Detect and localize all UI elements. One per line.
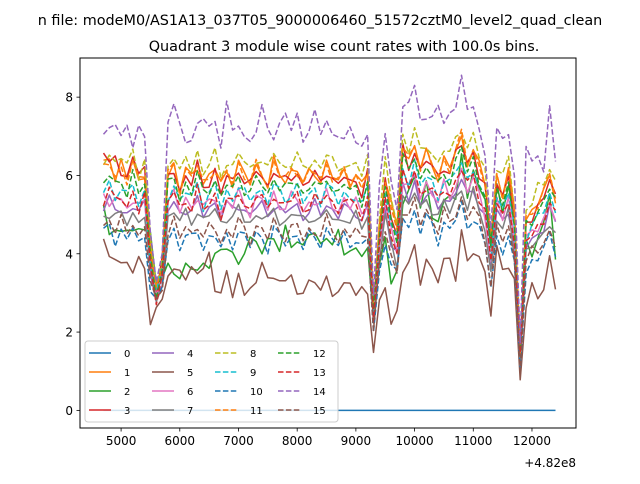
series-line-13 xyxy=(102,168,557,354)
legend-label-2: 2 xyxy=(124,387,130,398)
legend-label-1: 1 xyxy=(124,368,130,379)
legend-label-11: 11 xyxy=(250,406,263,417)
legend-label-8: 8 xyxy=(250,349,256,360)
legend-label-9: 9 xyxy=(250,368,256,379)
series-line-8 xyxy=(102,126,557,347)
legend-label-10: 10 xyxy=(250,387,263,398)
legend-label-3: 3 xyxy=(124,406,130,417)
axes-frame xyxy=(79,57,577,429)
x-axis: 5000 6000 7000 8000 9000 10000 11000 12000 xyxy=(106,428,551,448)
y-axis: 0 2 4 6 8 xyxy=(65,91,80,418)
legend-label-0: 0 xyxy=(124,349,130,360)
series-line-7 xyxy=(103,186,557,369)
x-tick-label: 11000 xyxy=(454,434,492,448)
x-tick-label: 7000 xyxy=(223,434,254,448)
legend-frame xyxy=(84,340,339,423)
series-line-11 xyxy=(103,128,557,354)
series-line-12 xyxy=(102,146,557,353)
y-tick-label: 4 xyxy=(65,247,73,261)
series-line-9 xyxy=(102,159,557,355)
x-tick-label: 5000 xyxy=(106,434,137,448)
legend-label-7: 7 xyxy=(187,406,193,417)
legend-label-12: 12 xyxy=(313,349,326,360)
x-tick-label: 8000 xyxy=(282,434,313,448)
x-tick-label: 12000 xyxy=(513,434,551,448)
figure-suptitle: n file: modeM0/AS1A13_037T05_9000006460_… xyxy=(38,13,603,29)
y-tick-label: 8 xyxy=(65,91,73,105)
series-line-5 xyxy=(102,229,557,381)
legend-label-6: 6 xyxy=(187,387,193,398)
y-tick-label: 2 xyxy=(65,326,73,340)
x-tick-label: 6000 xyxy=(165,434,196,448)
plot-area xyxy=(102,74,557,412)
series-line-2 xyxy=(102,153,557,365)
series-line-15 xyxy=(102,196,557,372)
x-tick-label: 9000 xyxy=(341,434,372,448)
y-tick-label: 0 xyxy=(65,404,73,418)
chart-title: Quadrant 3 module wise count rates with … xyxy=(149,39,540,55)
y-tick-label: 6 xyxy=(65,169,73,183)
legend-label-15: 15 xyxy=(313,406,326,417)
legend-label-14: 14 xyxy=(313,387,326,398)
x-offset-label: +4.82e8 xyxy=(524,456,576,470)
legend-label-13: 13 xyxy=(313,368,326,379)
x-tick-label: 10000 xyxy=(395,434,433,448)
legend-label-5: 5 xyxy=(187,368,193,379)
series-line-10 xyxy=(103,200,557,371)
legend-label-4: 4 xyxy=(187,349,193,360)
